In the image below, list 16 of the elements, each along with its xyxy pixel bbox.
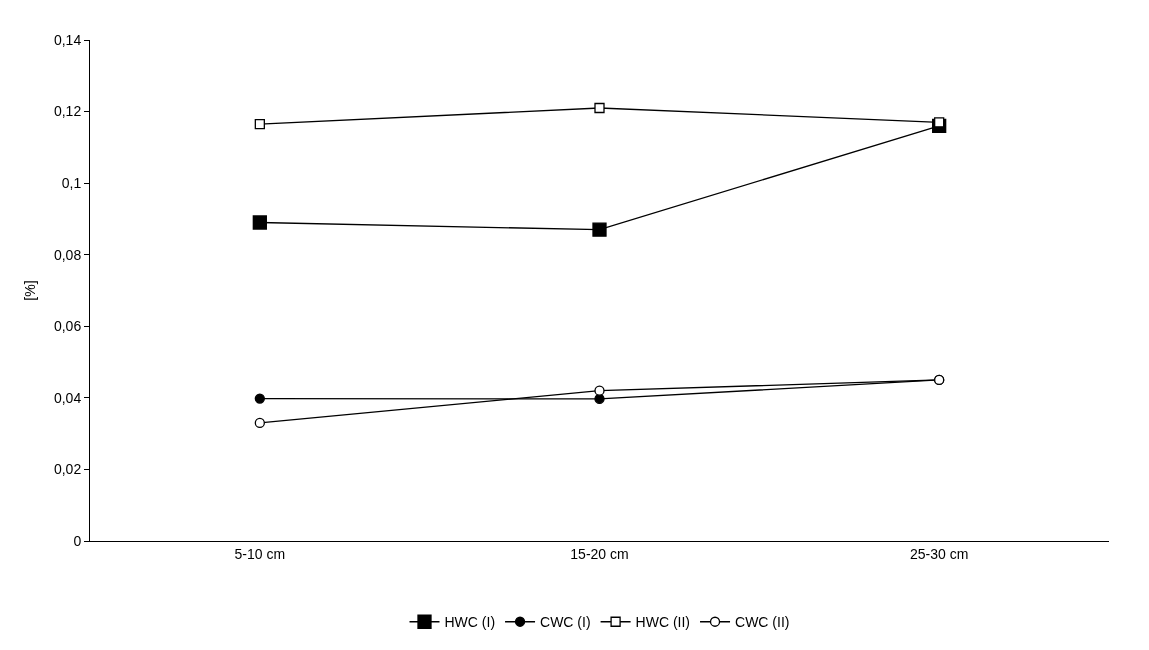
x-tick-label: 5-10 cm <box>234 545 286 562</box>
y-tick-label: 0,04 <box>53 389 82 406</box>
y-tick-label: 0 <box>73 532 82 549</box>
x-tick-label: 15-20 cm <box>570 545 629 562</box>
y-axis-title: [%] <box>21 280 38 301</box>
legend-label: HWC (I) <box>444 614 496 631</box>
y-tick-label: 0,14 <box>53 31 82 48</box>
legend-label: CWC (I) <box>540 614 591 631</box>
y-tick-label: 0,1 <box>61 175 82 192</box>
y-tick-label: 0,06 <box>53 318 82 335</box>
y-tick-label: 0,02 <box>53 461 82 478</box>
x-tick-label: 25-30 cm <box>909 545 969 562</box>
legend-label: CWC (II) <box>735 614 790 631</box>
legend-label: HWC (II) <box>635 614 691 631</box>
y-tick-label: 0,08 <box>53 246 82 263</box>
y-tick-label: 0,12 <box>53 103 82 120</box>
